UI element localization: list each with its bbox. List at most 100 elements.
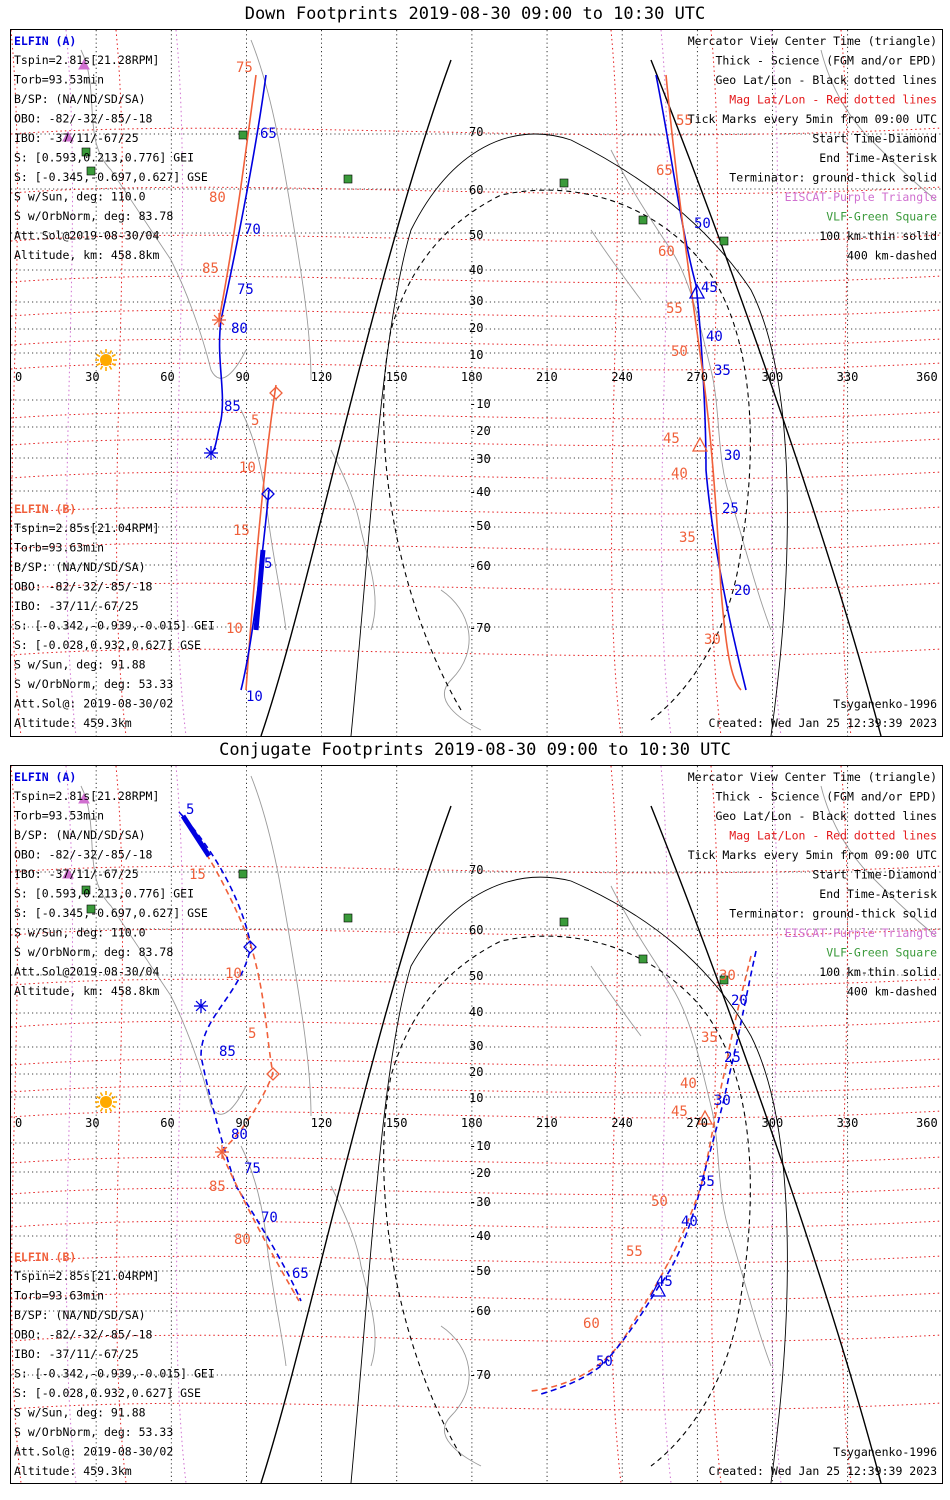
trace-tick-label: 85 <box>202 261 219 277</box>
legend-entry: VLF-Green Square <box>826 946 937 960</box>
elfin-b-info: Tspin=2.85s[21.04RPM] Torb=93.63min B/SP: … <box>14 1269 215 1478</box>
trace-tick-label: 60 <box>658 244 675 260</box>
end-asterisk <box>194 999 208 1013</box>
elfin-a-info-line: S: [0.593,0.213,0.776] GEI <box>14 151 194 165</box>
sun-disc <box>100 1096 112 1108</box>
trace-tick-label: 85 <box>209 1179 226 1195</box>
lat-tick-label: 10 <box>469 348 483 362</box>
vlf-square <box>86 904 96 914</box>
elfin-b-label: ELFIN (B) <box>14 502 76 516</box>
elfin-b-trace <box>183 820 300 1302</box>
elfin-a-info-line: OBO: -82/-32/-85/-18 <box>14 112 153 126</box>
trace-tick-label: 30 <box>714 1093 731 1109</box>
lon-tick-label: 0 <box>15 370 22 384</box>
footprint-traces: 5 15 10 5 85 80 75 85 70 80 65 30 20 35 25 40 30 45 35 50 40… <box>178 802 757 1395</box>
eiscat-triangle <box>62 867 74 879</box>
elfin-a-info: Tspin=2.81s[21.28RPM] Torb=93.53min B/SP: … <box>14 789 208 998</box>
model-label: Tsyganenko-1996 <box>833 697 937 711</box>
mag-meridian <box>175 766 187 1483</box>
lat-tick-label: 40 <box>469 1005 483 1019</box>
trace-tick-label: 65 <box>292 1266 309 1282</box>
start-diamond <box>269 386 283 400</box>
sun-ray <box>99 365 104 370</box>
elfin-b-info-line: Torb=93.63min <box>14 541 104 555</box>
trace-tick-label: 20 <box>734 583 751 599</box>
trace-tick-label: 65 <box>656 163 673 179</box>
legend-entry: EISCAT-Purple Triangle <box>785 190 937 204</box>
mag-meridian <box>610 30 622 736</box>
trace-tick-label: 85 <box>219 1044 236 1060</box>
mag-meridian <box>65 30 77 736</box>
model-label: Tsyganenko-1996 <box>833 1445 937 1459</box>
elfin-a-info-line: Torb=93.53min <box>14 809 104 823</box>
ground-sites <box>62 58 729 371</box>
legend-entry: Mercator View Center Time (triangle) <box>688 770 937 784</box>
elfin-a-info-line: IBO: -37/11/-67/25 <box>14 131 139 145</box>
coastline <box>820 49 937 201</box>
lat-tick-label: -60 <box>469 559 491 573</box>
trace-tick-label: 80 <box>234 1232 251 1248</box>
center-time-triangle <box>649 1281 667 1297</box>
trace-tick-label: 5 <box>251 413 259 429</box>
lat-tick-label: -50 <box>469 1264 491 1278</box>
ground-sites <box>62 792 729 1113</box>
legend-entry: Mag Lat/Lon - Red dotted lines <box>729 93 937 107</box>
mag-meridian <box>11 766 22 1483</box>
elfin-a-info-line: S: [0.593,0.213,0.776] GEI <box>14 887 194 901</box>
lat-tick-label: 30 <box>469 1039 483 1053</box>
elfin-b-info-line: Altitude: 459.3km <box>14 1464 132 1478</box>
elfin-b-info-line: S w/OrbNorm, deg: 53.33 <box>14 1425 173 1439</box>
trace-tick-label: 5 <box>186 802 194 818</box>
lon-tick-label: 270 <box>686 1116 708 1130</box>
sun-ray <box>108 365 113 370</box>
mag-meridian <box>660 766 672 1483</box>
trace-tick-label: 50 <box>671 344 688 360</box>
coastline <box>820 785 937 937</box>
elfin-a-trace <box>210 74 267 454</box>
center-time-triangle <box>691 436 709 452</box>
lon-tick-label: 330 <box>837 370 859 384</box>
lon-tick-label: 60 <box>160 370 174 384</box>
legend-entry: Mag Lat/Lon - Red dotted lines <box>729 829 937 843</box>
mag-parallel <box>11 1020 942 1029</box>
mag-meridian <box>840 766 852 1483</box>
elfin-a-info-line: S: [-0.345,-0.697,0.627] GSE <box>14 906 208 920</box>
vlf-square <box>559 917 569 927</box>
coastlines <box>80 39 937 731</box>
coastline <box>590 965 642 1037</box>
elfin-b-info-line: Tspin=2.85s[21.04RPM] <box>14 521 159 535</box>
lon-tick-label: 210 <box>536 370 558 384</box>
mag-parallel <box>11 1334 942 1343</box>
sun-ray <box>108 1107 113 1112</box>
center-time-triangle <box>688 283 706 299</box>
elfin-a-info-line: Altitude, km: 458.8km <box>14 248 159 262</box>
legend-entry: 400 km-dashed <box>847 985 937 999</box>
elfin-b-info-line: S: [-0.028,0.932,0.627] GSE <box>14 638 201 652</box>
lon-tick-label: 30 <box>85 370 99 384</box>
lat-tick-label: -70 <box>469 621 491 635</box>
mag-parallel <box>11 1187 942 1196</box>
trace-tick-label: 50 <box>694 216 711 232</box>
sun-ray <box>111 1104 116 1109</box>
coastline <box>330 449 376 631</box>
lon-tick-label: 240 <box>611 1116 633 1130</box>
elfin-b-label: ELFIN (B) <box>14 1250 76 1264</box>
elfin-b-info-line: IBO: -37/11/-67/25 <box>14 599 139 613</box>
legend-entry: 400 km-dashed <box>847 249 937 263</box>
mag-parallel <box>11 1110 942 1119</box>
mag-parallel <box>11 275 942 284</box>
created-label: Created: Wed Jan 25 12:39:39 2023 <box>709 716 938 730</box>
coastline <box>240 1145 287 1367</box>
asterisk-stroke <box>216 1146 228 1158</box>
coastline <box>250 39 312 381</box>
trace-tick-label: 35 <box>679 530 696 546</box>
trace-tick-label: 40 <box>680 1076 697 1092</box>
mag-parallel <box>11 234 942 243</box>
elfin-a-info-line: B/SP: (NA/ND/SD/SA) <box>14 828 146 842</box>
terminator-100km <box>350 876 788 1483</box>
vlf-square <box>343 913 353 923</box>
elfin-a-info-line: Torb=93.53min <box>14 73 104 87</box>
legend-entry: VLF-Green Square <box>826 210 937 224</box>
mag-meridian <box>11 30 22 736</box>
mag-parallel <box>11 582 942 591</box>
